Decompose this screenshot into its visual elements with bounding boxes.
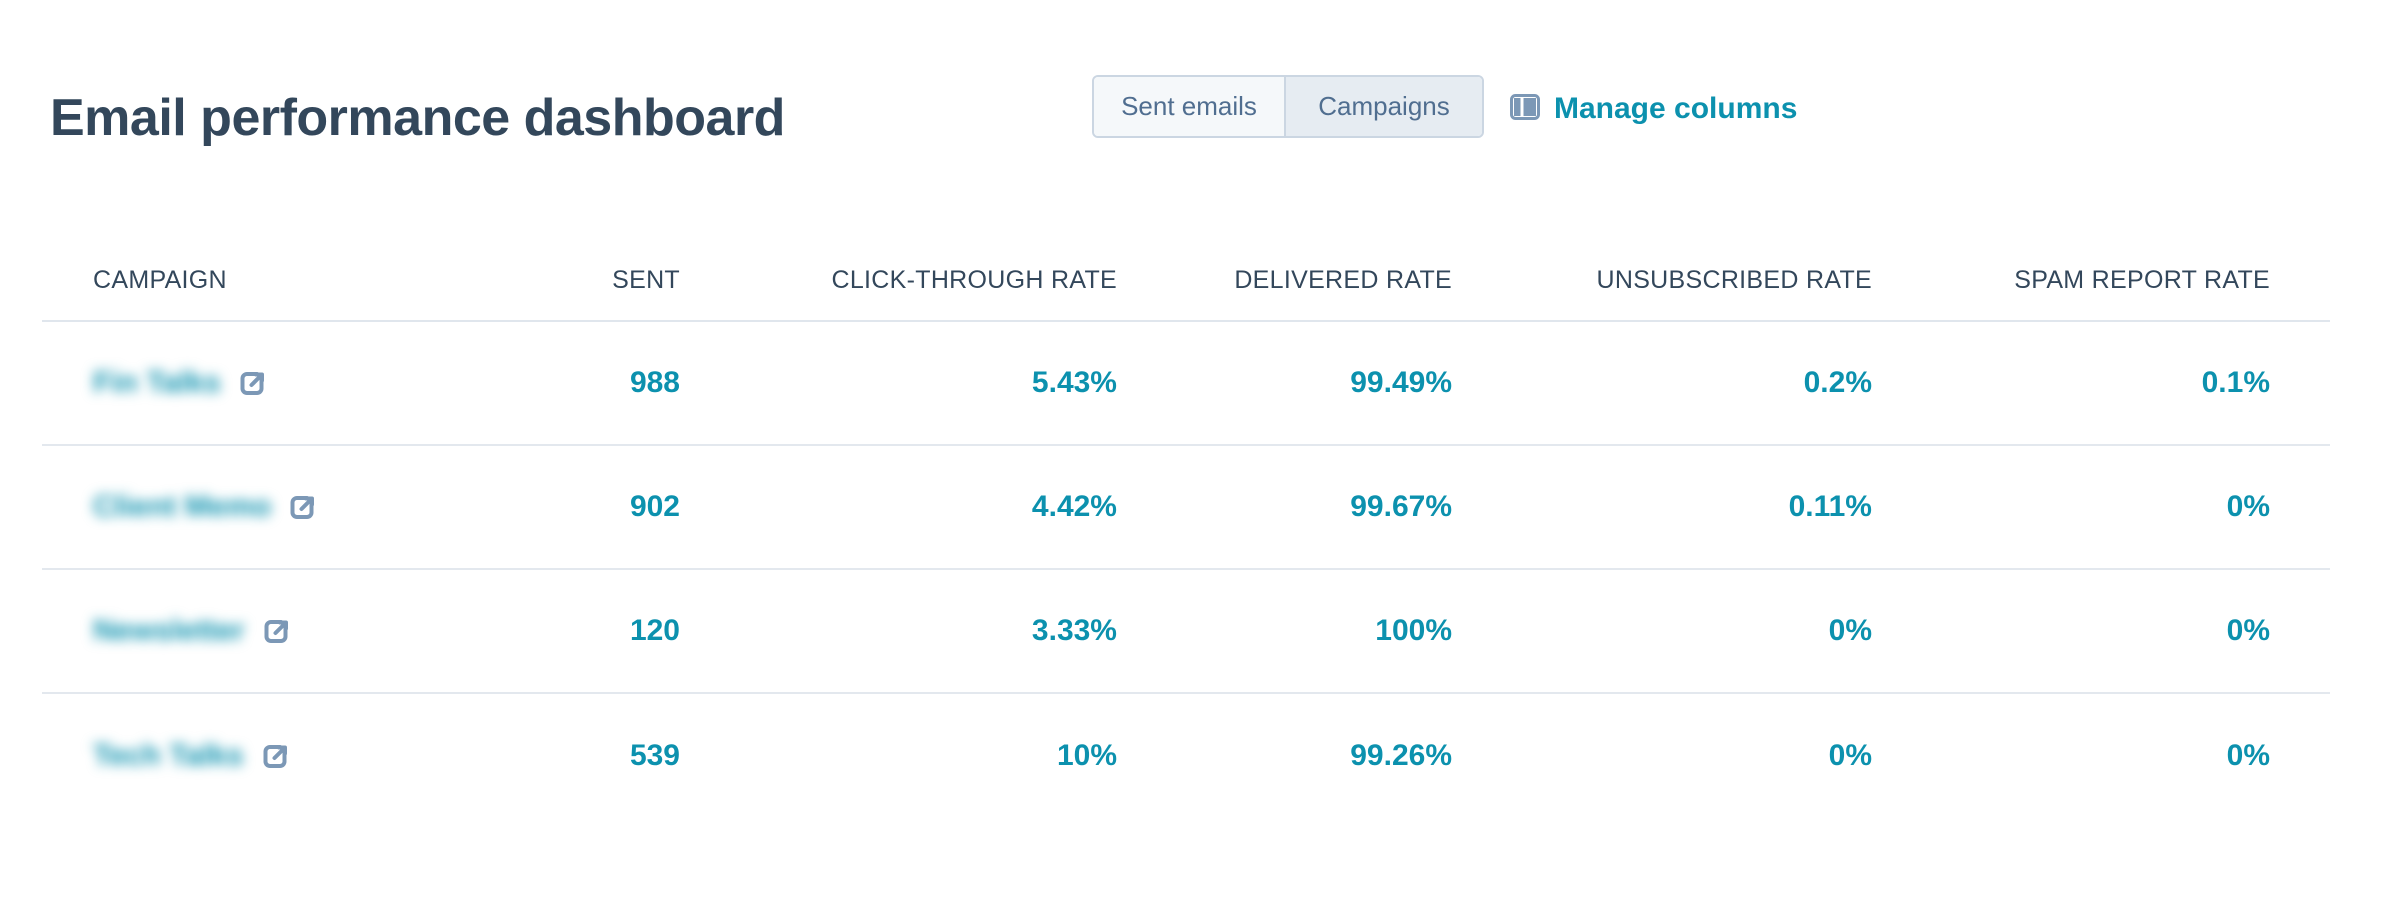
unsubscribed-rate-value[interactable]: 0% (1828, 614, 1872, 647)
delivered-rate-value[interactable]: 99.26% (1350, 739, 1452, 772)
campaign-name-link[interactable]: Fin Talks (93, 366, 221, 399)
tab-sent-emails[interactable]: Sent emails (1094, 77, 1286, 136)
column-header-spam-report-rate: SPAM REPORT RATE (2014, 265, 2270, 294)
column-header-delivered-rate: DELIVERED RATE (1234, 265, 1452, 294)
campaign-cell: Newsletter (42, 614, 562, 648)
campaign-cell: Client Memo (42, 490, 562, 524)
manage-columns-button[interactable]: Manage columns (1510, 90, 1797, 128)
sent-value[interactable]: 988 (629, 366, 680, 399)
manage-columns-label: Manage columns (1554, 92, 1798, 125)
tab-campaigns-label: Campaigns (1318, 91, 1450, 121)
delivered-rate-value[interactable]: 99.67% (1350, 490, 1452, 523)
column-header-click-through-rate: CLICK-THROUGH RATE (831, 265, 1117, 294)
view-toggle-group: Sent emails Campaigns (1092, 75, 1484, 138)
unsubscribed-rate-value[interactable]: 0.2% (1803, 366, 1872, 399)
column-header-sent: SENT (612, 265, 680, 294)
unsubscribed-rate-value[interactable]: 0.11% (1788, 490, 1872, 523)
table-row: Client Memo 902 4.42% 99.67% 0.11% 0% (42, 446, 2330, 570)
campaign-name-link[interactable]: Client Memo (93, 490, 272, 523)
unsubscribed-rate-value[interactable]: 0% (1828, 739, 1872, 772)
click-through-rate-value[interactable]: 3.33% (1031, 614, 1117, 647)
tab-campaigns[interactable]: Campaigns (1286, 77, 1482, 136)
delivered-rate-value[interactable]: 99.49% (1350, 366, 1452, 399)
click-through-rate-value[interactable]: 5.43% (1031, 366, 1117, 399)
click-through-rate-value[interactable]: 4.42% (1031, 490, 1117, 523)
spam-report-rate-value[interactable]: 0% (2226, 490, 2270, 523)
external-link-icon[interactable] (260, 741, 291, 772)
sent-value[interactable]: 902 (629, 490, 680, 523)
spam-report-rate-value[interactable]: 0.1% (2201, 366, 2270, 399)
external-link-icon[interactable] (261, 616, 292, 647)
external-link-icon[interactable] (237, 368, 268, 399)
campaign-name-link[interactable]: Newsletter (93, 614, 245, 647)
table-row: Fin Talks 988 5.43% 99.49% 0.2% 0.1% (42, 322, 2330, 446)
sent-value[interactable]: 539 (629, 739, 680, 772)
campaign-cell: Fin Talks (42, 366, 562, 400)
external-link-icon[interactable] (287, 492, 318, 523)
tab-sent-emails-label: Sent emails (1121, 91, 1257, 121)
sent-value[interactable]: 120 (629, 614, 680, 647)
table-row: Newsletter 120 3.33% 100% 0% 0% (42, 570, 2330, 694)
spam-report-rate-value[interactable]: 0% (2226, 614, 2270, 647)
column-header-campaign: CAMPAIGN (93, 265, 227, 294)
campaign-name-link[interactable]: Tech Talks (93, 739, 244, 772)
spam-report-rate-value[interactable]: 0% (2226, 739, 2270, 772)
table-header-row: CAMPAIGN SENT CLICK-THROUGH RATE DELIVER… (42, 240, 2330, 322)
campaign-cell: Tech Talks (42, 739, 562, 773)
delivered-rate-value[interactable]: 100% (1375, 614, 1452, 647)
columns-icon (1510, 93, 1540, 125)
campaign-performance-table: CAMPAIGN SENT CLICK-THROUGH RATE DELIVER… (42, 240, 2330, 818)
click-through-rate-value[interactable]: 10% (1056, 739, 1117, 772)
page-title: Email performance dashboard (50, 89, 785, 147)
column-header-unsubscribed-rate: UNSUBSCRIBED RATE (1596, 265, 1872, 294)
table-row: Tech Talks 539 10% 99.26% 0% 0% (42, 694, 2330, 818)
